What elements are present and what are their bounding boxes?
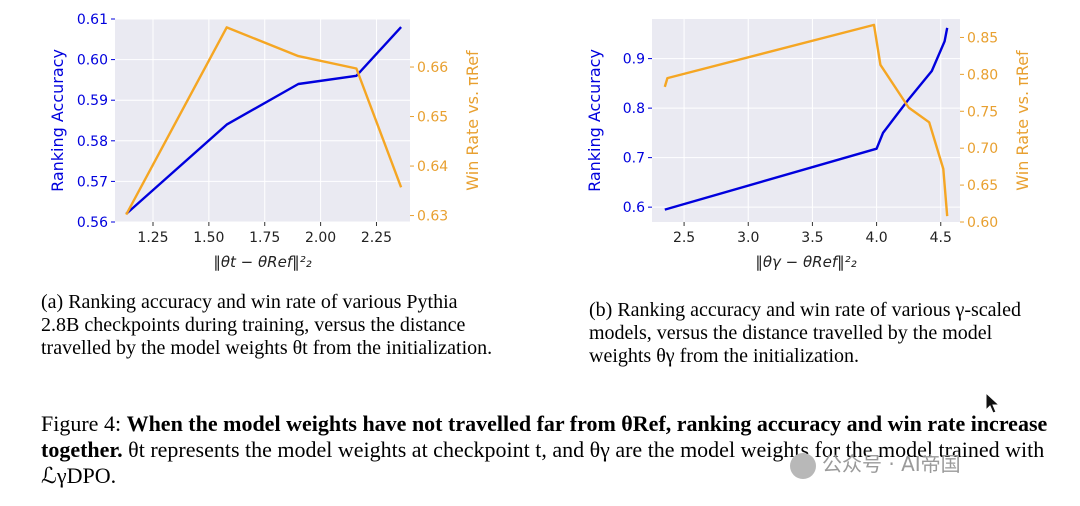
x-tick-label: 3.0 — [737, 230, 759, 246]
caption-b: (b) Ranking accuracy and win rate of var… — [589, 299, 1021, 367]
series-line-win-rate — [663, 23, 949, 217]
x-tick-label: 1.75 — [249, 230, 280, 246]
x-tick-label: 1.50 — [193, 230, 224, 246]
figure-caption: Figure 4: When the model weights have no… — [41, 411, 1051, 489]
y-right-tick-label: 0.75 — [967, 104, 998, 120]
plot-area — [115, 19, 410, 222]
y-right-tick-label: 0.70 — [967, 141, 998, 157]
x-axis-label: ‖θt − θRef‖²₂ — [213, 253, 311, 271]
caption-a: (a) Ranking accuracy and win rate of var… — [41, 291, 493, 359]
chart-b: 0.6 0.7 0.8 0.9 0.60 0.65 0.70 0.75 0.80 0.85 2.5 3… — [585, 19, 1032, 271]
x-tick-label: 4.0 — [865, 230, 887, 246]
wechat-logo-icon — [790, 452, 816, 479]
x-tick-label: 2.00 — [305, 230, 336, 246]
y-left-tick-label: 0.8 — [623, 101, 645, 117]
y-right-tick-label: 0.80 — [967, 67, 998, 83]
y-right-axis-label: Win Rate vs. πRef — [463, 50, 482, 191]
y-right-tick-label: 0.63 — [417, 209, 448, 225]
x-tick-label: 4.5 — [930, 230, 952, 246]
y-left-axis-label: Ranking Accuracy — [48, 49, 67, 192]
y-left-tick-label: 0.59 — [77, 93, 108, 109]
y-left-tick-label: 0.6 — [623, 200, 645, 216]
x-axis-label: ‖θγ − θRef‖²₂ — [755, 253, 856, 271]
y-left-tick-label: 0.7 — [623, 151, 645, 167]
y-right-tick-label: 0.85 — [967, 30, 998, 46]
figure-caption-rest: θt represents the model weights at check… — [41, 437, 1045, 488]
figure-label: Figure 4: — [41, 411, 127, 436]
y-right-tick-label: 0.65 — [417, 110, 448, 126]
y-left-tick-label: 0.57 — [77, 174, 108, 190]
x-tick-label: 3.5 — [801, 230, 823, 246]
series-line-ranking-accuracy — [125, 26, 402, 215]
y-right-axis-label: Win Rate vs. πRef — [1013, 50, 1032, 191]
y-left-tick-label: 0.56 — [77, 215, 108, 231]
plot-area — [652, 19, 960, 222]
mouse-cursor-icon — [985, 392, 1001, 414]
y-left-axis-label: Ranking Accuracy — [585, 49, 604, 192]
y-right-tick-label: 0.66 — [417, 60, 448, 76]
y-left-tick-label: 0.9 — [623, 52, 645, 68]
y-left-tick-label: 0.60 — [77, 53, 108, 69]
figure-caption-bold: When the model weights have not travelle… — [41, 411, 1048, 462]
x-tick-label: 1.25 — [137, 230, 168, 246]
x-tick-label: 2.5 — [673, 230, 695, 246]
y-right-tick-label: 0.64 — [417, 159, 448, 175]
x-tick-label: 2.25 — [361, 230, 392, 246]
series-line-win-rate — [125, 26, 403, 216]
chart-a: 0.56 0.57 0.58 0.59 0.60 0.61 0.63 0.64 0.65 0.66… — [48, 12, 482, 271]
series-line-ranking-accuracy — [664, 27, 949, 211]
y-right-tick-label: 0.60 — [967, 215, 998, 231]
watermark: 公众号 · AI帝国 — [790, 448, 961, 479]
y-left-tick-label: 0.58 — [77, 134, 108, 150]
y-left-tick-label: 0.61 — [77, 12, 108, 28]
y-right-tick-label: 0.65 — [967, 178, 998, 194]
